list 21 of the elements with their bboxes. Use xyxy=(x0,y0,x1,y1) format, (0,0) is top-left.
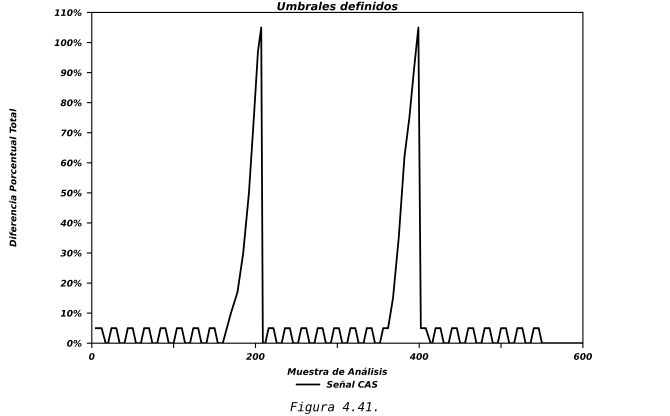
y-tick-label: 0% xyxy=(67,340,82,347)
y-tick-label: 110% xyxy=(54,9,82,16)
y-tick-label: 20% xyxy=(60,280,82,287)
y-tick-label: 90% xyxy=(60,69,82,76)
y-axis-title: Diferencia Porcentual Total xyxy=(9,108,16,247)
text: Figura 4.41. xyxy=(290,402,377,414)
y-tick-label: 50% xyxy=(60,190,82,196)
legend-label: Señal CAS xyxy=(326,380,378,388)
y-tick-label: 10% xyxy=(60,310,82,317)
x-tick-label: 600 xyxy=(574,353,592,360)
x-tick-label: 0 xyxy=(88,353,95,360)
chart-title: Umbrales definidos xyxy=(277,2,398,10)
y-tick-label: 100% xyxy=(54,39,82,46)
y-tick-label: 60% xyxy=(60,160,82,166)
y-tick-label: 30% xyxy=(60,250,82,257)
x-axis-title: Muestra de Análisis xyxy=(287,368,388,375)
y-tick-label: 80% xyxy=(60,99,82,106)
x-tick-label: 400 xyxy=(410,353,428,360)
x-tick-label: 200 xyxy=(246,353,265,360)
y-tick-label: 40% xyxy=(60,220,82,226)
y-tick-label: 70% xyxy=(61,129,82,136)
